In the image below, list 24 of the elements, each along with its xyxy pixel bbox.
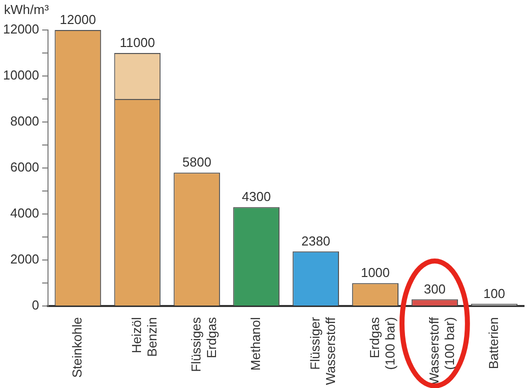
y-tick-label: 0 bbox=[32, 298, 40, 313]
total-label: 100 bbox=[483, 286, 506, 301]
total-label: 4300 bbox=[242, 189, 271, 204]
x-tick-label: Heizöl Benzin bbox=[128, 316, 160, 357]
y-axis-title: kWh/m³ bbox=[4, 2, 49, 17]
x-tick-label: Wasserstoff (100 bar) bbox=[426, 316, 457, 386]
total-label: 11000 bbox=[120, 35, 155, 50]
y-tick-label: 10000 bbox=[2, 68, 40, 83]
x-tick-label: Flüssiges Erdgas bbox=[188, 316, 220, 372]
y-tick-label: 6000 bbox=[10, 160, 40, 175]
x-tick-label: Steinkohle bbox=[69, 317, 84, 378]
y-tick-label: 8000 bbox=[10, 114, 40, 129]
x-tick-label: Flüssiger Wasserstoff bbox=[307, 316, 338, 386]
y-tick-label: 12000 bbox=[2, 22, 40, 37]
total-label: 5800 bbox=[182, 154, 212, 170]
x-tick-label: Methanol bbox=[248, 316, 263, 371]
total-label: 12000 bbox=[60, 12, 96, 28]
total-label: 2380 bbox=[301, 233, 330, 248]
y-tick-label: 4000 bbox=[10, 206, 40, 221]
x-tick-label: Batterien bbox=[486, 317, 501, 370]
total-label: 1000 bbox=[360, 265, 390, 280]
total-label: 300 bbox=[424, 281, 446, 296]
x-tick-label: Erdgas (100 bar) bbox=[366, 316, 398, 370]
y-tick-label: 2000 bbox=[10, 252, 40, 267]
